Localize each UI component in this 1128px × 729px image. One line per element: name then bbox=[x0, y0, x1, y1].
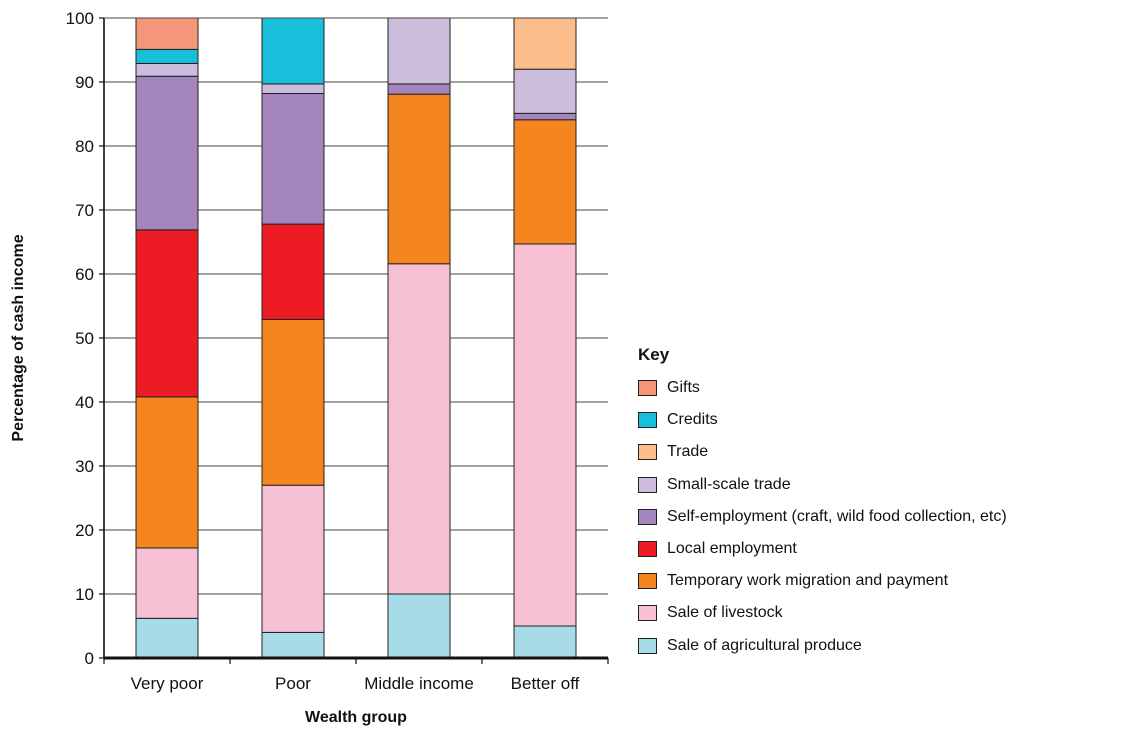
bar-segment bbox=[135, 48, 199, 64]
legend-label: Gifts bbox=[667, 379, 700, 397]
legend-label: Trade bbox=[667, 443, 709, 461]
bar-segment bbox=[261, 223, 325, 320]
legend-swatch bbox=[638, 444, 657, 461]
bar-segment bbox=[135, 547, 199, 619]
bar-segment bbox=[513, 68, 577, 114]
bar-segment bbox=[135, 75, 199, 231]
y-tick-label: 20 bbox=[75, 521, 94, 540]
y-tick-label: 60 bbox=[75, 265, 94, 284]
bar-segment bbox=[387, 263, 451, 595]
y-tick-label: 80 bbox=[75, 137, 94, 156]
bar-segment bbox=[513, 119, 577, 245]
legend-swatch bbox=[638, 541, 657, 558]
bar-segment bbox=[261, 484, 325, 633]
legend-label: Sale of agricultural produce bbox=[667, 636, 862, 654]
bar-segment bbox=[387, 593, 451, 659]
legend-swatch bbox=[638, 380, 657, 397]
legend-label: Local employment bbox=[667, 540, 797, 558]
bar-segment bbox=[513, 625, 577, 659]
axes bbox=[99, 17, 609, 664]
legend-swatch bbox=[638, 573, 657, 590]
bar-segment bbox=[513, 112, 577, 121]
y-tick-label: 30 bbox=[75, 457, 94, 476]
legend-items: Gifts Credits Trade Small-scale trade Self-e… bbox=[638, 372, 1007, 662]
legend-label: Temporary work migration and payment bbox=[667, 572, 949, 590]
y-tick-label: 70 bbox=[75, 201, 94, 220]
legend-title: Key bbox=[638, 345, 670, 364]
legend-swatch bbox=[638, 508, 657, 525]
x-tick-label: Poor bbox=[275, 674, 311, 693]
bar-segment bbox=[261, 318, 325, 486]
legend-item: Credits bbox=[638, 404, 1007, 436]
bar-segment bbox=[261, 631, 325, 659]
y-tick-label: 0 bbox=[85, 649, 94, 668]
legend-swatch bbox=[638, 637, 657, 654]
x-tick-label: Better off bbox=[511, 674, 580, 693]
bar-segment bbox=[135, 617, 199, 659]
y-tick-label: 40 bbox=[75, 393, 94, 412]
bar-segment bbox=[135, 62, 199, 77]
legend-item: Small-scale trade bbox=[638, 469, 1007, 501]
legend-label: Small-scale trade bbox=[667, 475, 791, 493]
y-tick-label: 10 bbox=[75, 585, 94, 604]
legend-label: Self-employment (craft, wild food collec… bbox=[667, 507, 1007, 525]
x-axis-title: Wealth group bbox=[305, 709, 407, 726]
bar-segment bbox=[387, 17, 451, 85]
legend-swatch bbox=[638, 476, 657, 493]
legend-item: Trade bbox=[638, 436, 1007, 468]
bar-segment bbox=[387, 93, 451, 265]
legend-swatch bbox=[638, 412, 657, 429]
legend-swatch bbox=[638, 605, 657, 622]
legend-item: Temporary work migration and payment bbox=[638, 565, 1007, 597]
legend-item: Sale of livestock bbox=[638, 597, 1007, 629]
stacked-bar-chart: 0 10 20 30 40 50 60 70 80 90 100 Very poor Poor Midd… bbox=[10, 9, 609, 726]
legend-item: Sale of agricultural produce bbox=[638, 630, 1007, 662]
y-tick-label: 90 bbox=[75, 73, 94, 92]
legend-item: Gifts bbox=[638, 372, 1007, 404]
y-tick-labels: 0 10 20 30 40 50 60 70 80 90 100 bbox=[66, 9, 94, 668]
bar-segment bbox=[261, 83, 325, 95]
legend-label: Sale of livestock bbox=[667, 604, 783, 622]
bar-segment bbox=[513, 17, 577, 70]
bar-stacks bbox=[135, 17, 577, 659]
x-tick-label: Middle income bbox=[364, 674, 474, 693]
bar-segment bbox=[261, 93, 325, 225]
y-tick-label: 50 bbox=[75, 329, 94, 348]
y-axis-title: Percentage of cash income bbox=[10, 234, 27, 441]
bar-segment bbox=[135, 396, 199, 549]
bar-segment bbox=[261, 17, 325, 85]
x-tick-label: Very poor bbox=[131, 674, 204, 693]
x-category-labels: Very poor Poor Middle income Better off bbox=[131, 674, 580, 693]
bar-segment bbox=[135, 229, 199, 398]
bar-segment bbox=[135, 17, 199, 50]
bar-segment bbox=[387, 83, 451, 95]
y-tick-label: 100 bbox=[66, 9, 94, 28]
legend-item: Local employment bbox=[638, 533, 1007, 565]
legend: Key Gifts Credits Trade Small-scale trade Se… bbox=[638, 345, 1007, 662]
legend-item: Self-employment (craft, wild food collec… bbox=[638, 501, 1007, 533]
legend-label: Credits bbox=[667, 411, 718, 429]
bar-segment bbox=[513, 243, 577, 627]
